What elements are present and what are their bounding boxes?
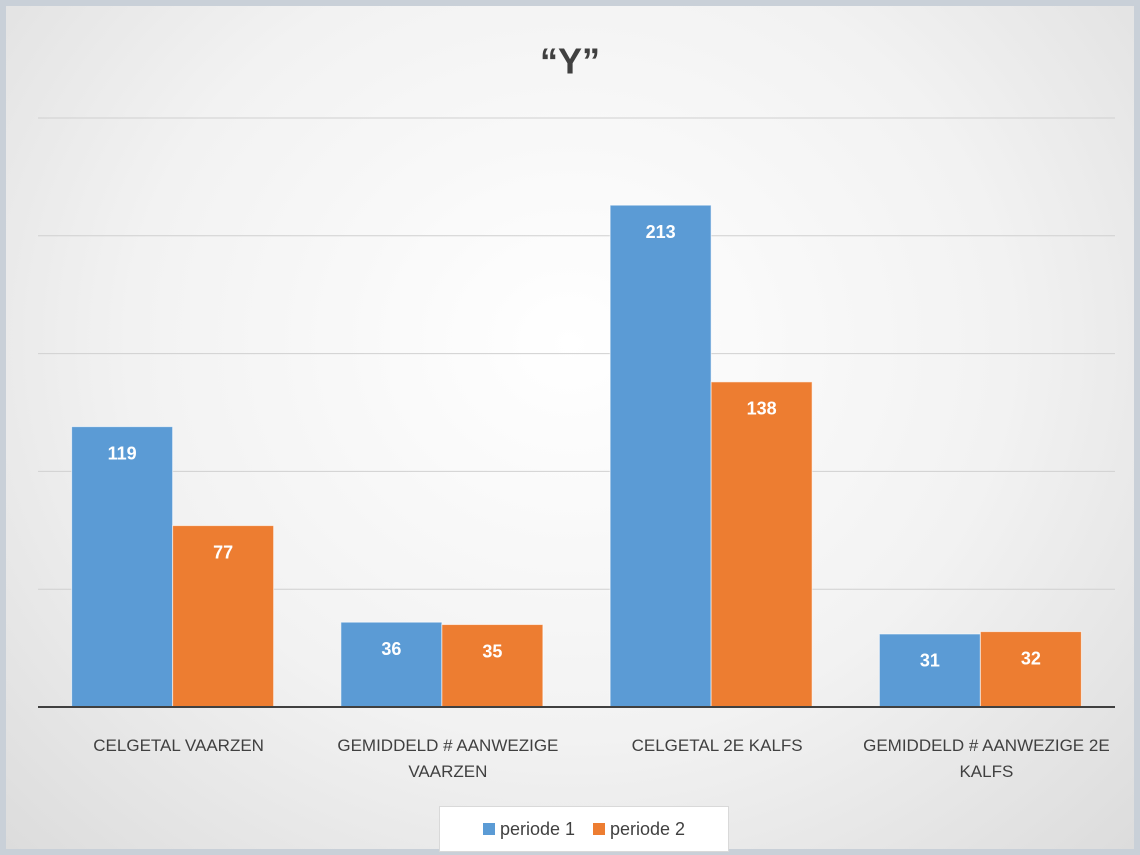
x-tick-label: GEMIDDELD # AANWEZIGE 2E KALFS xyxy=(863,736,1110,781)
data-label: 31 xyxy=(920,651,940,671)
data-label: 77 xyxy=(213,542,233,562)
data-label: 213 xyxy=(646,222,676,242)
data-label: 35 xyxy=(482,641,502,661)
bar xyxy=(441,624,544,708)
chart: “Y” 119 77 36 35 213 138 31 32 xyxy=(38,41,1115,708)
x-tick-label: GEMIDDELD # AANWEZIGE VAARZEN xyxy=(337,736,559,781)
data-label: 36 xyxy=(381,639,401,659)
bar xyxy=(979,631,1082,708)
chart-title: “Y” xyxy=(540,41,600,82)
data-label: 119 xyxy=(108,443,137,463)
legend-label: periode 1 xyxy=(499,818,575,839)
data-label: 138 xyxy=(747,399,777,419)
bar xyxy=(71,426,174,708)
data-label: 32 xyxy=(1021,648,1041,668)
legend: periode 1 periode 2 xyxy=(439,806,729,852)
legend-label: periode 2 xyxy=(610,818,686,839)
legend-swatch xyxy=(482,823,495,835)
bar xyxy=(710,381,813,708)
bar xyxy=(340,621,443,708)
x-tick-label: CELGETAL 2E KALFS xyxy=(631,736,803,755)
legend-item: periode 2 xyxy=(593,819,685,840)
legend-item: periode 1 xyxy=(482,818,575,840)
bar xyxy=(609,204,712,708)
legend-swatch xyxy=(593,823,605,835)
x-tick-label: CELGETAL VAARZEN xyxy=(93,736,264,755)
